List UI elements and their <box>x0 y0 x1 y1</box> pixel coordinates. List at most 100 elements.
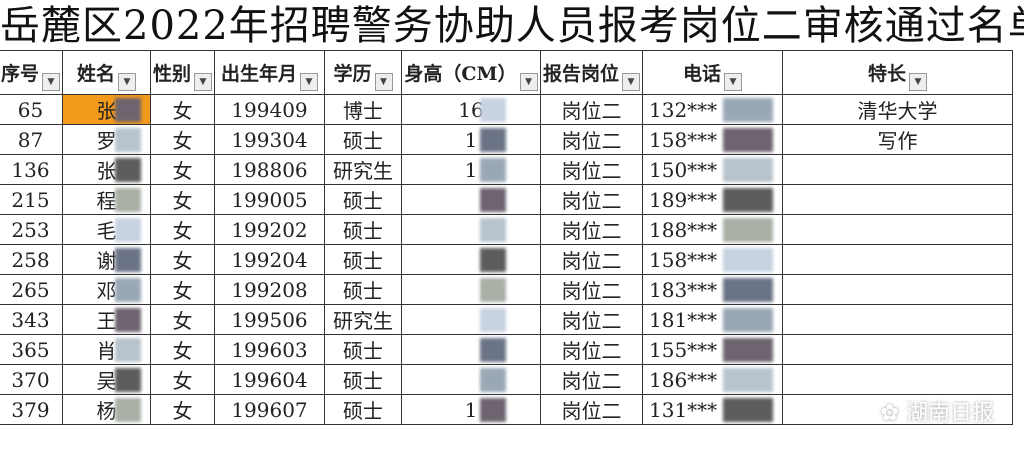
table-cell[interactable]: 199607 <box>214 394 325 425</box>
table-cell[interactable]: 199304 <box>214 124 325 155</box>
table-cell[interactable]: 岗位二 <box>540 274 643 305</box>
table-cell[interactable]: 155*** <box>642 334 783 365</box>
table-cell[interactable]: 199204 <box>214 244 325 275</box>
table-cell[interactable]: 岗位二 <box>540 364 643 395</box>
table-cell[interactable]: 87 <box>0 124 63 155</box>
table-cell[interactable]: 岗位二 <box>540 214 643 245</box>
filter-dropdown-icon[interactable]: ▼ <box>300 73 318 91</box>
table-cell[interactable]: 肖 <box>62 334 151 365</box>
filter-dropdown-icon[interactable]: ▼ <box>909 73 927 91</box>
table-cell[interactable]: 女 <box>150 124 215 155</box>
table-cell[interactable]: 女 <box>150 244 215 275</box>
table-cell[interactable] <box>782 364 1013 395</box>
table-cell[interactable]: 吴 <box>62 364 151 395</box>
table-cell[interactable]: 研究生 <box>324 154 402 185</box>
table-cell[interactable] <box>782 154 1013 185</box>
table-cell[interactable]: 杨 <box>62 394 151 425</box>
table-cell[interactable]: 硕士 <box>324 184 402 215</box>
table-cell[interactable]: 131*** <box>642 394 783 425</box>
table-cell[interactable] <box>401 364 541 395</box>
table-cell[interactable]: 博士 <box>324 94 402 125</box>
table-cell[interactable]: 199005 <box>214 184 325 215</box>
table-cell[interactable] <box>401 244 541 275</box>
table-cell[interactable] <box>401 304 541 335</box>
filter-dropdown-icon[interactable]: ▼ <box>194 73 212 91</box>
table-cell[interactable] <box>782 214 1013 245</box>
table-cell[interactable]: 183*** <box>642 274 783 305</box>
filter-dropdown-icon[interactable]: ▼ <box>724 73 742 91</box>
table-cell[interactable]: 199208 <box>214 274 325 305</box>
table-cell[interactable]: 253 <box>0 214 63 245</box>
table-cell[interactable]: 女 <box>150 304 215 335</box>
table-cell[interactable]: 女 <box>150 154 215 185</box>
table-cell[interactable]: 132*** <box>642 94 783 125</box>
table-cell[interactable]: 370 <box>0 364 63 395</box>
table-cell[interactable]: 岗位二 <box>540 94 643 125</box>
table-cell[interactable]: 379 <box>0 394 63 425</box>
table-cell[interactable]: 谢 <box>62 244 151 275</box>
table-cell[interactable]: 张 <box>62 94 151 125</box>
table-cell[interactable]: 岗位二 <box>540 394 643 425</box>
table-cell[interactable]: 199604 <box>214 364 325 395</box>
table-cell[interactable]: 女 <box>150 274 215 305</box>
table-cell[interactable]: 1 <box>401 154 541 185</box>
table-cell[interactable] <box>401 334 541 365</box>
table-cell[interactable]: 158*** <box>642 244 783 275</box>
table-cell[interactable] <box>782 184 1013 215</box>
table-cell[interactable]: 岗位二 <box>540 334 643 365</box>
filter-dropdown-icon[interactable]: ▼ <box>42 73 60 91</box>
table-cell[interactable]: 215 <box>0 184 63 215</box>
table-cell[interactable] <box>782 394 1013 425</box>
table-cell[interactable]: 硕士 <box>324 244 402 275</box>
table-cell[interactable] <box>782 244 1013 275</box>
table-cell[interactable]: 岗位二 <box>540 124 643 155</box>
table-cell[interactable]: 毛 <box>62 214 151 245</box>
table-cell[interactable]: 199202 <box>214 214 325 245</box>
table-cell[interactable] <box>782 274 1013 305</box>
table-cell[interactable]: 女 <box>150 334 215 365</box>
table-cell[interactable]: 硕士 <box>324 124 402 155</box>
table-cell[interactable]: 265 <box>0 274 63 305</box>
table-cell[interactable] <box>782 334 1013 365</box>
table-cell[interactable]: 硕士 <box>324 214 402 245</box>
table-cell[interactable] <box>782 304 1013 335</box>
filter-active-icon[interactable]: ▼ <box>374 73 393 91</box>
table-cell[interactable]: 罗 <box>62 124 151 155</box>
table-cell[interactable]: 岗位二 <box>540 244 643 275</box>
table-cell[interactable]: 女 <box>150 94 215 125</box>
table-cell[interactable]: 王 <box>62 304 151 335</box>
table-cell[interactable] <box>401 274 541 305</box>
table-cell[interactable]: 岗位二 <box>540 304 643 335</box>
table-cell[interactable]: 岗位二 <box>540 154 643 185</box>
filter-dropdown-icon[interactable]: ▼ <box>118 73 136 91</box>
filter-dropdown-icon[interactable]: ▼ <box>622 73 640 91</box>
table-cell[interactable]: 186*** <box>642 364 783 395</box>
table-cell[interactable]: 16 <box>401 94 541 125</box>
table-cell[interactable]: 158*** <box>642 124 783 155</box>
table-cell[interactable]: 1 <box>401 124 541 155</box>
table-cell[interactable]: 150*** <box>642 154 783 185</box>
table-cell[interactable]: 258 <box>0 244 63 275</box>
table-cell[interactable]: 张 <box>62 154 151 185</box>
table-cell[interactable]: 198806 <box>214 154 325 185</box>
table-cell[interactable]: 343 <box>0 304 63 335</box>
table-cell[interactable]: 硕士 <box>324 394 402 425</box>
table-cell[interactable]: 邓 <box>62 274 151 305</box>
table-cell[interactable]: 硕士 <box>324 334 402 365</box>
table-cell[interactable]: 1 <box>401 394 541 425</box>
table-cell[interactable]: 199603 <box>214 334 325 365</box>
table-cell[interactable]: 188*** <box>642 214 783 245</box>
table-cell[interactable] <box>401 214 541 245</box>
table-cell[interactable]: 181*** <box>642 304 783 335</box>
table-cell[interactable]: 199506 <box>214 304 325 335</box>
table-cell[interactable]: 199409 <box>214 94 325 125</box>
table-cell[interactable]: 女 <box>150 394 215 425</box>
table-cell[interactable]: 女 <box>150 214 215 245</box>
table-cell[interactable] <box>401 184 541 215</box>
table-cell[interactable]: 365 <box>0 334 63 365</box>
table-cell[interactable]: 研究生 <box>324 304 402 335</box>
table-cell[interactable]: 清华大学 <box>782 94 1013 125</box>
table-cell[interactable]: 65 <box>0 94 63 125</box>
table-cell[interactable]: 189*** <box>642 184 783 215</box>
table-cell[interactable]: 女 <box>150 364 215 395</box>
